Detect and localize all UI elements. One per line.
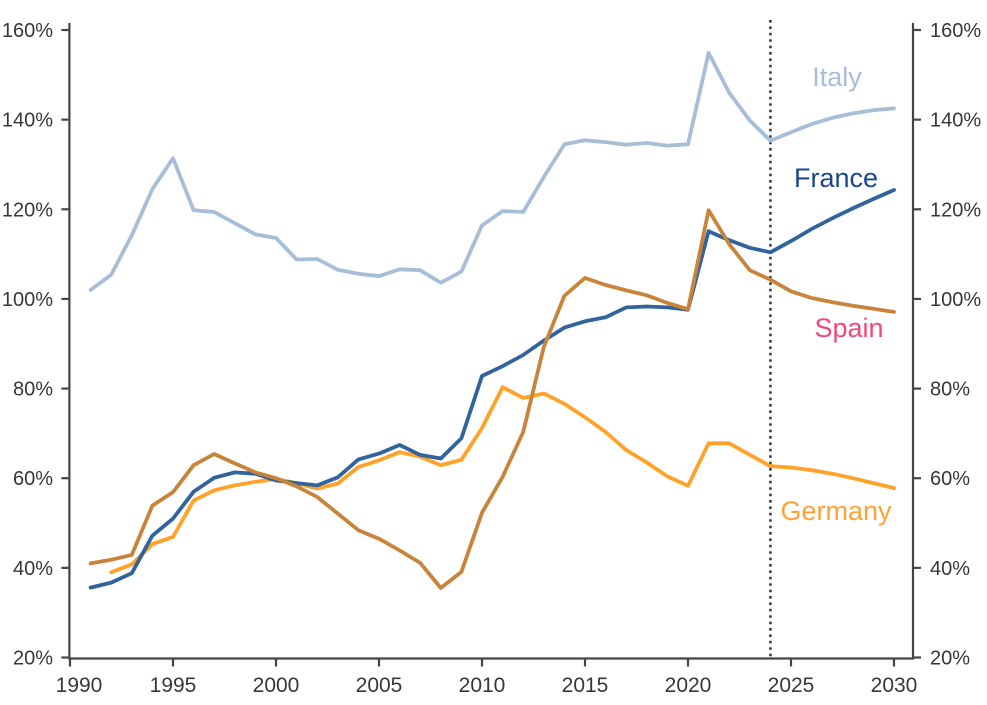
- x-tick-label: 2030: [871, 674, 918, 697]
- y-tick-label-left: 120%: [2, 199, 53, 221]
- y-tick-label-right: 140%: [930, 110, 981, 132]
- y-tick-label-left: 40%: [13, 558, 53, 580]
- spain-label: Spain: [814, 313, 883, 343]
- x-tick-label: 2005: [356, 674, 403, 697]
- y-tick-label-left: 140%: [2, 110, 53, 132]
- x-tick-label: 2025: [768, 674, 815, 697]
- italy-label: Italy: [812, 62, 862, 92]
- y-tick-label-left: 160%: [2, 20, 53, 42]
- x-tick-label: 2015: [562, 674, 609, 697]
- y-tick-label-right: 60%: [930, 468, 970, 490]
- france-line: [88, 188, 896, 590]
- france-label: France: [794, 163, 878, 193]
- y-tick-label-right: 100%: [930, 289, 981, 311]
- y-tick-label-right: 20%: [930, 648, 970, 670]
- y-tick-label-right: 120%: [930, 199, 981, 221]
- spain-line: [88, 208, 896, 590]
- y-tick-label-right: 80%: [930, 379, 970, 401]
- y-tick-label-right: 160%: [930, 20, 981, 42]
- x-tick-label: 1995: [150, 674, 197, 697]
- germany-label: Germany: [780, 496, 892, 526]
- x-tick-label: 2000: [253, 674, 300, 697]
- y-tick-label-left: 60%: [13, 468, 53, 490]
- x-tick-label: 2020: [665, 674, 712, 697]
- germany-line: [109, 385, 896, 575]
- y-tick-label-left: 100%: [2, 289, 53, 311]
- x-tick-label: 1990: [56, 674, 103, 697]
- x-tick-label: 2010: [459, 674, 506, 697]
- y-tick-label-left: 20%: [13, 648, 53, 670]
- y-tick-label-right: 40%: [930, 558, 970, 580]
- italy-line: [88, 51, 896, 292]
- axes: [61, 23, 921, 667]
- y-tick-label-left: 80%: [13, 379, 53, 401]
